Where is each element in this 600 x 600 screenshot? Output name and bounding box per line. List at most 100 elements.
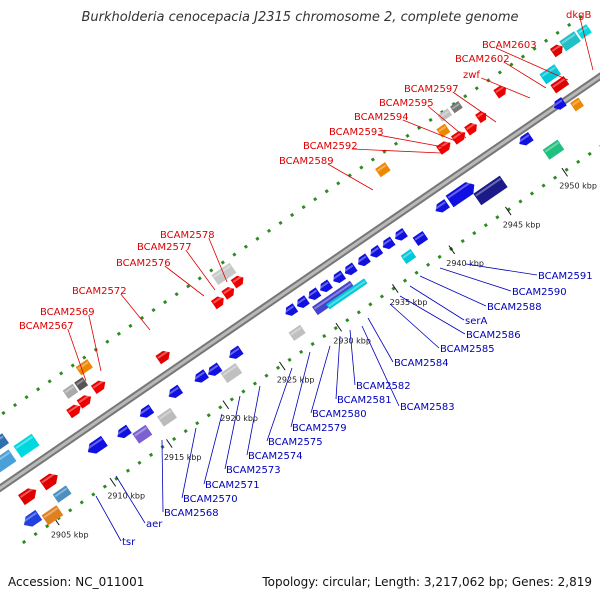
gene-feature	[0, 449, 17, 473]
kbp-label: 2915 kbp	[164, 453, 202, 462]
dot-upper-outer	[567, 22, 572, 28]
dot-lower-outer	[264, 373, 269, 378]
dot-lower-outer	[91, 492, 96, 497]
kbp-label: 2930 kbp	[333, 337, 371, 346]
gene-highlight	[332, 272, 342, 280]
gene-feature	[493, 85, 507, 99]
gene-highlight	[357, 255, 367, 263]
dot-upper-outer	[543, 38, 549, 43]
dot-lower-outer	[252, 381, 258, 386]
gene-feature	[400, 248, 417, 264]
gene-label-bcam2589: BCAM2589	[279, 156, 334, 167]
dot-upper-outer	[1, 410, 6, 416]
gene-feature	[74, 376, 89, 391]
gene-highlight	[284, 305, 294, 313]
dot-upper-outer	[82, 355, 87, 360]
gene-label-zwf: zwf	[463, 70, 480, 81]
dot-upper-outer	[405, 133, 410, 138]
gene-feature	[559, 31, 581, 52]
gene-label-bcam2586: BCAM2586	[466, 330, 521, 341]
gene-highlight	[296, 297, 306, 305]
dot-lower-outer	[506, 207, 511, 212]
dot-lower-outer	[310, 341, 315, 347]
dot-upper-outer	[36, 387, 41, 392]
leader-line-bottom	[367, 317, 394, 363]
dot-lower-outer	[345, 318, 350, 323]
gene-label-bcam2579: BCAM2579	[292, 423, 347, 434]
accession-text: Accession: NC_011001	[8, 575, 145, 589]
gene-highlight	[78, 394, 90, 404]
kbp-tick	[222, 400, 230, 410]
dot-upper-outer	[255, 236, 260, 241]
gene-feature	[39, 473, 58, 491]
gene-label-bcam2584: BCAM2584	[394, 358, 449, 369]
gene-highlight	[451, 103, 460, 110]
gene-highlight	[439, 110, 449, 118]
gene-highlight	[447, 181, 472, 199]
gene-highlight	[466, 122, 476, 131]
kbp-label: 2925 kbp	[277, 375, 315, 384]
gene-highlight	[541, 66, 556, 78]
gene-feature	[549, 44, 563, 58]
dot-lower-outer	[333, 326, 338, 331]
dot-lower-outer	[356, 310, 361, 315]
gene-highlight	[495, 85, 505, 94]
leader-line-bottom	[361, 325, 400, 407]
gene-highlight	[438, 125, 447, 133]
gene-highlight	[377, 164, 387, 172]
gene-feature	[542, 139, 565, 160]
gene-highlight	[414, 233, 424, 241]
gene-feature	[358, 253, 371, 267]
leader-line-top	[481, 77, 531, 99]
leader-line-top	[427, 105, 467, 139]
dot-upper-outer	[532, 46, 537, 51]
gene-feature	[210, 296, 224, 310]
gene-feature	[230, 275, 244, 289]
leader-line-top	[67, 328, 87, 382]
gene-highlight	[0, 451, 10, 461]
gene-feature	[194, 369, 209, 383]
leader-line-bottom	[349, 329, 356, 386]
leader-line-bottom	[266, 367, 293, 442]
dot-lower-outer	[218, 405, 223, 410]
gene-highlight	[64, 386, 75, 394]
kbp-tick	[279, 361, 286, 371]
gene-feature	[13, 433, 40, 458]
leader-line-bottom	[409, 285, 465, 321]
kbp-label: 2905 kbp	[51, 530, 89, 539]
gene-feature	[90, 380, 106, 395]
gene-highlight	[22, 512, 37, 523]
dot-lower-outer	[437, 254, 442, 259]
gene-feature	[312, 280, 356, 316]
genome-summary: Topology: circular; Length: 3,217,062 bp…	[262, 575, 592, 589]
leader-line-bottom	[335, 335, 341, 400]
gene-highlight	[402, 251, 412, 259]
gene-label-bcam2578: BCAM2578	[160, 230, 215, 241]
gene-feature	[229, 345, 244, 359]
gene-feature	[132, 424, 153, 444]
kbp-label: 2950 kbp	[559, 182, 597, 191]
gene-highlight	[0, 435, 4, 440]
gene-highlight	[553, 99, 563, 107]
gene-highlight	[167, 386, 179, 396]
gene-feature	[437, 108, 453, 122]
gene-highlight	[572, 99, 580, 106]
dot-lower-outer	[172, 436, 177, 442]
gene-highlight	[157, 350, 169, 359]
gene-feature	[297, 295, 310, 308]
gene-highlight	[328, 280, 366, 308]
kbp-label: 2935 kbp	[390, 298, 428, 307]
gene-feature	[87, 435, 108, 454]
dot-lower-outer	[426, 262, 431, 267]
gene-highlight	[43, 507, 58, 519]
dot-lower-outer	[33, 531, 38, 537]
gene-feature	[382, 236, 396, 250]
kbp-tick	[166, 439, 173, 448]
gene-feature	[0, 433, 10, 450]
gene-feature	[18, 488, 37, 506]
gene-highlight	[54, 487, 68, 498]
dot-lower-outer	[402, 278, 408, 283]
kbp-label: 2940 kbp	[446, 259, 484, 268]
gene-label-bcam2597: BCAM2597	[404, 84, 459, 95]
